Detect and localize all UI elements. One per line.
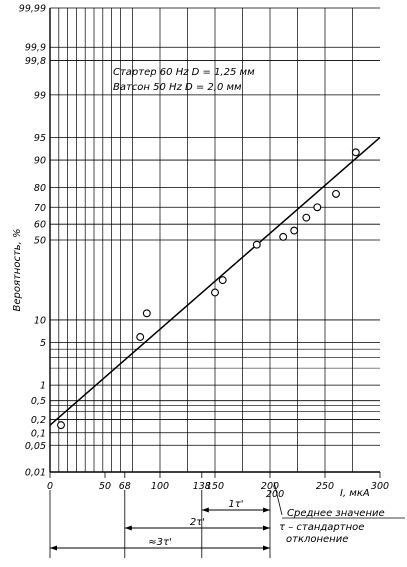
y-tick-label: 1 xyxy=(40,381,46,392)
y-tick-label: 0,5 xyxy=(31,396,46,407)
tau-note-2: отклонение xyxy=(286,534,348,545)
mean-leader xyxy=(273,481,283,516)
y-tick-label: 0,01 xyxy=(25,468,46,479)
x-axis-label: I, мкА xyxy=(340,488,370,499)
arrow-head-right xyxy=(263,507,270,513)
mean-label: Среднее значение xyxy=(287,508,385,519)
y-tick-labels: 0,01 0,05 0,1 0,2 0,5 1 5 10 50 60 70 80 90 95 99 99,8 9… xyxy=(19,4,46,479)
arrow-head-left xyxy=(50,545,57,551)
arrow-head-left xyxy=(124,525,132,531)
data-point xyxy=(211,288,219,297)
data-point xyxy=(351,148,360,157)
x-tick-label: 200 xyxy=(261,481,279,492)
data-point xyxy=(302,213,311,222)
y-tick-label: 99,99 xyxy=(19,4,46,15)
x-tick-label: 50 xyxy=(99,481,111,492)
x-tick-label: 250 xyxy=(316,481,334,492)
tau-note-1: τ – стандартное xyxy=(279,522,364,533)
fit-line xyxy=(49,136,381,426)
mean-value: 200 xyxy=(266,489,284,500)
y-tick-label: 10 xyxy=(34,315,46,326)
arrow-head-right xyxy=(263,545,270,551)
x-tick-label: 100 xyxy=(151,481,169,492)
interval-label: 2τ' xyxy=(190,517,205,528)
regression-line xyxy=(49,136,381,426)
legend: Стартер 60 Hz D = 1,25 мм Ватсон 50 Hz D… xyxy=(113,67,255,93)
y-tick-label: 60 xyxy=(34,220,46,231)
y-tick-label: 0,2 xyxy=(31,415,46,426)
data-point xyxy=(252,240,261,249)
y-tick-label: 0,05 xyxy=(25,441,46,452)
data-point xyxy=(57,421,65,430)
y-tick-label: 99,9 xyxy=(25,43,46,54)
data-point xyxy=(290,226,299,235)
x-tick-label: 0 xyxy=(47,481,53,492)
y-tick-label: 50 xyxy=(34,236,46,247)
y-tick-label: 99 xyxy=(34,90,46,101)
grid xyxy=(50,7,380,473)
arrow-head-right xyxy=(263,525,270,531)
y-axis-label: Вероятность, % xyxy=(12,228,23,311)
y-tick-label: 99,8 xyxy=(25,56,46,67)
data-point xyxy=(313,203,322,212)
data-point xyxy=(279,232,288,241)
interval-label: ≈3τ' xyxy=(148,537,172,548)
data-point xyxy=(136,333,145,341)
y-tick-label: 70 xyxy=(34,203,46,214)
arrow-head-left xyxy=(201,507,209,513)
data-point xyxy=(142,309,151,318)
y-tick-label: 90 xyxy=(34,156,46,167)
y-tick-label: 80 xyxy=(34,183,46,194)
legend-entry-2: Ватсон 50 Hz D = 2,0 мм xyxy=(113,82,242,93)
interval-dimensions: 1τ' 2τ' ≈3τ' xyxy=(49,481,405,558)
interval-label: 1τ' xyxy=(228,499,243,510)
data-point xyxy=(218,276,227,285)
y-tick-label: 0,1 xyxy=(31,428,46,439)
y-tick-label: 95 xyxy=(34,133,46,144)
x-tick-label: 68 xyxy=(119,481,131,492)
legend-entry-1: Стартер 60 Hz D = 1,25 мм xyxy=(113,67,255,78)
data-points xyxy=(57,148,360,430)
data-point xyxy=(332,189,340,198)
x-tick-label: 150 xyxy=(206,481,224,492)
x-tick-label: 138 xyxy=(193,481,211,492)
y-tick-label: 5 xyxy=(40,338,46,349)
x-tick-label: 300 xyxy=(371,481,389,492)
